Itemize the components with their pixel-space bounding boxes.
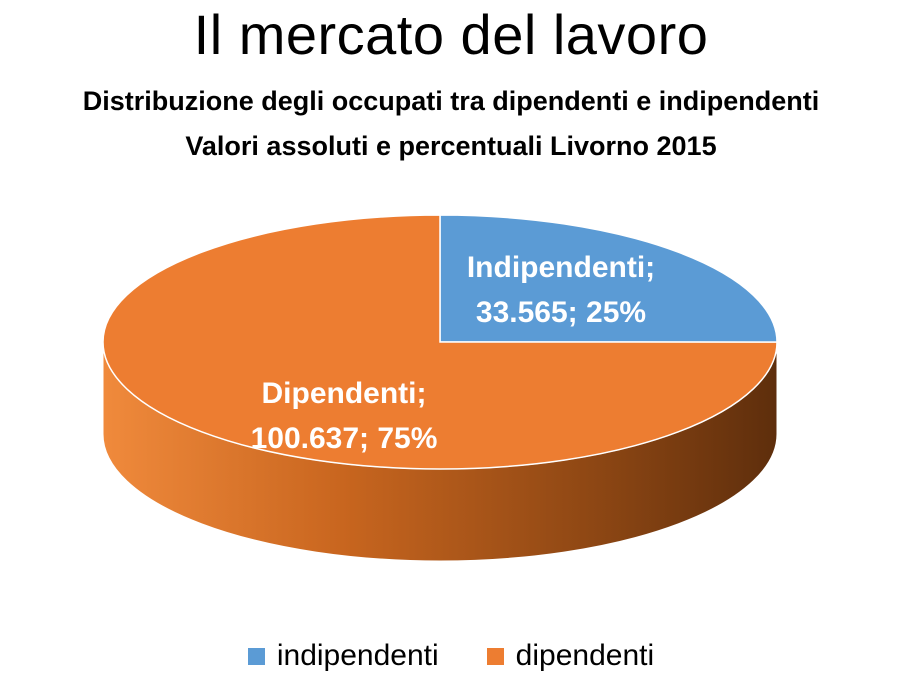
- legend-swatch-dipendenti: [486, 647, 504, 665]
- pie-slice-dipendenti: [102, 214, 778, 470]
- pie-slice-indipendenti: [439, 214, 778, 343]
- legend-item-dipendenti: dipendenti: [486, 638, 655, 674]
- page-title: Il mercato del lavoro: [193, 3, 709, 66]
- legend-swatch-indipendenti: [247, 647, 265, 665]
- data-label-dipendenti-line2: 100.637; 75%: [251, 422, 438, 455]
- legend-label-indipendenti: indipendenti: [276, 639, 439, 672]
- legend-item-indipendenti: indipendenti: [247, 638, 439, 674]
- pie-group: Indipendenti; 33.565; 25% Dipendenti; 100.6…: [102, 214, 778, 562]
- chart-title: Distribuzione degli occupati tra dipende…: [82, 86, 820, 116]
- data-label-indipendenti-line2: 33.565; 25%: [476, 296, 646, 329]
- data-label-indipendenti-line1: Indipendenti;: [467, 251, 655, 284]
- legend-label-dipendenti: dipendenti: [515, 639, 655, 672]
- chart-subtitle: Valori assoluti e percentuali Livorno 20…: [185, 131, 717, 161]
- data-label-dipendenti-line1: Dipendenti;: [262, 377, 427, 410]
- chart-legend: indipendenti dipendenti: [0, 636, 902, 676]
